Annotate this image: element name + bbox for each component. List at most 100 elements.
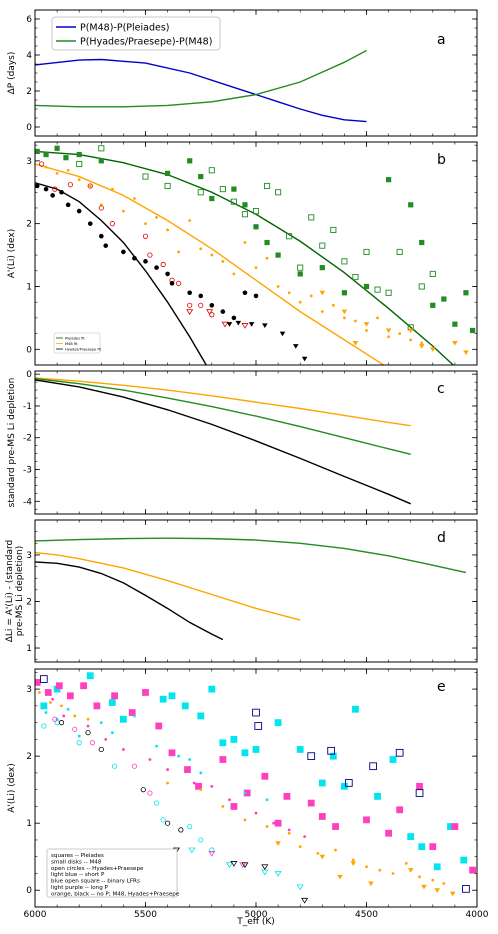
data-point-e-hp_long_p <box>131 763 138 769</box>
data-point-b-m48_dots <box>110 187 114 191</box>
data-point-b-no_period_filled <box>220 309 226 314</box>
data-point-e-m48_short_p <box>243 791 247 795</box>
data-point-b-no_period_filled <box>165 271 170 277</box>
data-point-e-hp_short_p <box>153 800 160 806</box>
data-point-e-pleiades_long_p <box>184 766 191 773</box>
data-point-e-m48_no_p <box>287 831 291 835</box>
data-point-b-pleiades_filled <box>35 148 40 155</box>
fit-line-b-0 <box>35 150 455 365</box>
data-point-b-pleiades_open <box>142 173 149 180</box>
data-point-b-pleiades_open <box>264 182 271 190</box>
data-point-b-m48_dots <box>133 197 136 200</box>
data-point-b-hyades_praesepe_open <box>147 252 153 258</box>
data-point-b-pleiades_filled <box>198 173 204 180</box>
data-point-e-m48_no_p <box>199 788 203 792</box>
legend-label: Hyades/Praesepe fit <box>65 347 102 351</box>
fit-line-b-1 <box>35 163 385 365</box>
series-line-c-0 <box>35 377 411 427</box>
data-point-b-no_period_filled <box>231 315 237 321</box>
y-tick-label: 0 <box>26 123 32 133</box>
data-point-e-m48_long_p <box>104 737 108 741</box>
data-point-b-no_period_filled <box>103 243 109 248</box>
data-point-e-pleiades_short_p <box>108 699 116 706</box>
data-point-b-m48_dots <box>155 215 158 219</box>
data-point-b-m48_upper_limits <box>319 290 326 296</box>
data-point-e-m48_no_p <box>365 865 368 869</box>
series-line-a-1 <box>35 49 367 108</box>
data-point-b-no_period_filled <box>132 255 137 261</box>
data-point-b-no_period_upper_limits <box>279 331 286 337</box>
data-point-e-m48_long_p <box>62 714 66 718</box>
data-point-b-m48_upper_limits <box>352 341 359 346</box>
data-point-b-pleiades_open <box>341 258 348 265</box>
data-point-b-m48_dots <box>199 247 203 251</box>
data-point-e-m48_no_p <box>73 714 77 718</box>
data-point-e-pleiades_long_p <box>283 792 291 800</box>
data-point-e-hp_no_p <box>178 827 184 833</box>
data-point-b-no_period_filled <box>43 186 49 192</box>
data-point-e-pleiades_long_p <box>66 692 74 700</box>
notes-line: squares -- Pleiades <box>51 853 104 859</box>
data-point-e-m48_no_p <box>431 878 435 882</box>
data-point-e-hp_limits_no_p <box>261 864 269 871</box>
data-point-e-m48_no_p <box>243 818 247 822</box>
data-point-e-m48_no_p_limits <box>337 874 343 880</box>
data-point-e-m48_no_p <box>60 704 63 708</box>
data-point-e-m48_no_p <box>221 805 225 808</box>
data-point-b-m48_upper_limits <box>463 350 469 356</box>
data-point-b-no_period_filled <box>121 249 126 255</box>
y-tick-label: 2 <box>26 752 32 762</box>
data-point-b-pleiades_filled <box>469 327 476 334</box>
data-point-e-pleiades_long_p <box>195 782 202 790</box>
data-point-b-m48_dots <box>177 250 181 254</box>
data-point-e-m48_no_p_limits <box>407 868 414 873</box>
data-point-e-pleiades_long_p <box>332 823 339 830</box>
y-tick-label: 2 <box>26 87 32 97</box>
data-point-b-pleiades_filled <box>452 321 458 327</box>
data-point-e-pleiades_short_p <box>389 756 397 763</box>
data-point-b-m48_dots <box>210 253 214 257</box>
data-point-e-pleiades_short_p <box>168 692 176 700</box>
data-point-e-binary_lfr <box>415 789 424 797</box>
data-point-b-m48_dots <box>365 329 368 332</box>
data-point-b-m48_dots <box>420 341 424 345</box>
data-point-b-no_period_upper_limits <box>292 344 299 349</box>
data-point-e-pleiades_short_p <box>374 792 381 800</box>
data-point-b-m48_dots <box>166 228 170 232</box>
data-point-b-m48_dots <box>387 335 390 339</box>
data-point-e-m48_no_p_limits <box>449 891 456 897</box>
data-point-e-m48_no_p_limits <box>368 881 374 887</box>
y-axis-label-d: ΔLi = A'(Li) - (standardpre-MS Li deplet… <box>5 540 25 643</box>
data-point-e-m48_long_p <box>210 784 214 788</box>
data-point-b-pleiades_filled <box>76 151 82 158</box>
data-point-e-pleiades_long_p <box>363 816 370 824</box>
data-point-e-m48_no_p_limits <box>319 854 326 860</box>
data-point-e-m48_no_p_limits <box>434 888 441 893</box>
data-point-b-pleiades_open <box>208 167 215 174</box>
data-point-e-binary_lfr <box>369 762 377 771</box>
data-point-b-pleiades_filled <box>264 239 270 246</box>
data-point-b-no_period_upper_limits <box>301 356 308 362</box>
data-point-b-pleiades_filled <box>253 224 259 230</box>
data-point-b-pleiades_open <box>352 274 359 281</box>
data-point-e-hp_long_p <box>147 790 153 796</box>
data-point-b-m48_dots <box>331 303 335 307</box>
data-point-b-pleiades_filled <box>43 151 49 158</box>
data-point-e-hp_short_p <box>41 723 47 729</box>
legend-label: P(Hyades/Praesepe)-P(M48) <box>80 37 212 48</box>
data-point-e-m48_long_p <box>86 724 90 728</box>
data-point-e-binary_lfr <box>395 748 404 757</box>
data-point-e-pleiades_short_p <box>329 752 337 760</box>
data-point-e-m48_short_p <box>66 707 70 711</box>
y-axis-label-a: ΔP (days) <box>7 52 17 95</box>
data-point-e-m48_long_p <box>192 781 196 785</box>
data-point-b-no_period_filled <box>198 293 204 299</box>
data-point-e-m48_no_p <box>351 858 355 862</box>
data-point-e-pleiades_short_p <box>341 782 348 790</box>
data-point-b-m48_upper_limits <box>385 328 392 334</box>
notes-line: blue open square -- binary LFRs <box>51 879 140 885</box>
data-point-e-pleiades_long_p <box>274 819 282 827</box>
data-point-e-m48_long_p <box>51 697 55 701</box>
